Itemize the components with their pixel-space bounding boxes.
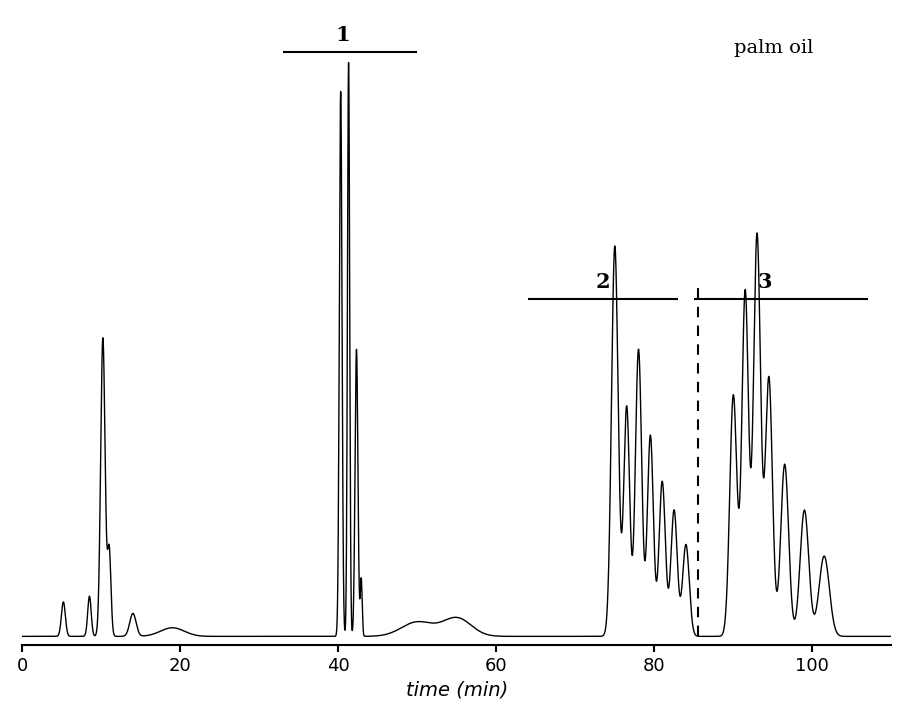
Text: 1: 1: [335, 25, 350, 45]
X-axis label: time (min): time (min): [406, 680, 508, 700]
Text: 3: 3: [757, 272, 772, 292]
Text: palm oil: palm oil: [735, 39, 814, 57]
Text: 2: 2: [596, 272, 610, 292]
